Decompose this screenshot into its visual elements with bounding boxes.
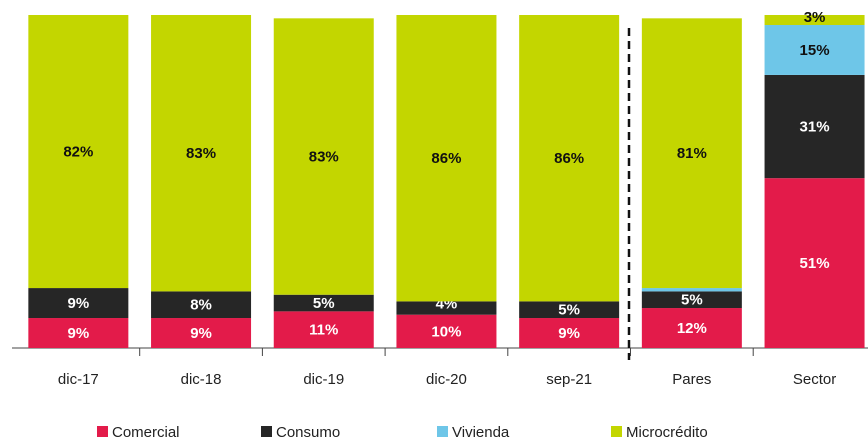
- data-label: 81%: [677, 145, 707, 162]
- bar-segment: [641, 18, 742, 289]
- data-label: 51%: [800, 255, 830, 272]
- bar-segment: [519, 301, 620, 319]
- legend-swatch: [611, 426, 622, 437]
- legend-label: Comercial: [112, 424, 180, 441]
- x-tick-label: sep-21: [546, 371, 592, 388]
- data-label: 5%: [558, 302, 580, 319]
- legend-label: Microcrédito: [626, 424, 708, 441]
- x-tick-label: dic-18: [181, 371, 222, 388]
- data-label: 5%: [681, 292, 703, 309]
- bar-segment: [28, 318, 129, 348]
- data-label: 31%: [800, 119, 830, 136]
- data-label: 9%: [68, 325, 90, 342]
- data-label: 9%: [190, 325, 212, 342]
- legend-swatch: [97, 426, 108, 437]
- data-label: 82%: [63, 143, 93, 160]
- bar-segment: [151, 291, 252, 319]
- bar-segment: [396, 314, 497, 348]
- data-label: 3%: [804, 9, 826, 26]
- x-tick-label: dic-19: [303, 371, 344, 388]
- legend-swatch: [437, 426, 448, 437]
- x-tick-label: Pares: [672, 371, 711, 388]
- bar-segment: [764, 24, 865, 75]
- data-label: 83%: [186, 145, 216, 162]
- legend-label: Vivienda: [452, 424, 510, 441]
- x-tick-label: dic-20: [426, 371, 467, 388]
- data-label: 86%: [554, 150, 584, 167]
- bar-segment: [151, 318, 252, 348]
- bar-segment: [641, 288, 742, 292]
- x-tick-label: Sector: [793, 371, 836, 388]
- legend-label: Consumo: [276, 424, 340, 441]
- bar-segment: [28, 288, 129, 319]
- bar-segment: [273, 311, 374, 348]
- bar-segment: [641, 291, 742, 309]
- bar-segment: [28, 15, 129, 289]
- bar-segment: [151, 15, 252, 292]
- bar-segment: [396, 15, 497, 302]
- data-label: 9%: [558, 325, 580, 342]
- bar-segment: [519, 15, 620, 302]
- data-label: 9%: [68, 295, 90, 312]
- bar-segment: [641, 308, 742, 348]
- data-label: 10%: [431, 323, 461, 340]
- bar-segment: [764, 15, 865, 25]
- data-label: 15%: [800, 42, 830, 59]
- data-label: 8%: [190, 297, 212, 314]
- data-label: 12%: [677, 320, 707, 337]
- data-label: 86%: [431, 150, 461, 167]
- bar-segment: [396, 301, 497, 315]
- bar-segment: [764, 178, 865, 348]
- x-tick-label: dic-17: [58, 371, 99, 388]
- data-label: 5%: [313, 295, 335, 312]
- legend-swatch: [261, 426, 272, 437]
- bar-segment: [519, 318, 620, 348]
- bar-segment: [273, 294, 374, 312]
- bar-segment: [764, 74, 865, 179]
- data-label: 83%: [309, 148, 339, 165]
- bar-segment: [273, 18, 374, 295]
- data-label: 11%: [309, 322, 338, 339]
